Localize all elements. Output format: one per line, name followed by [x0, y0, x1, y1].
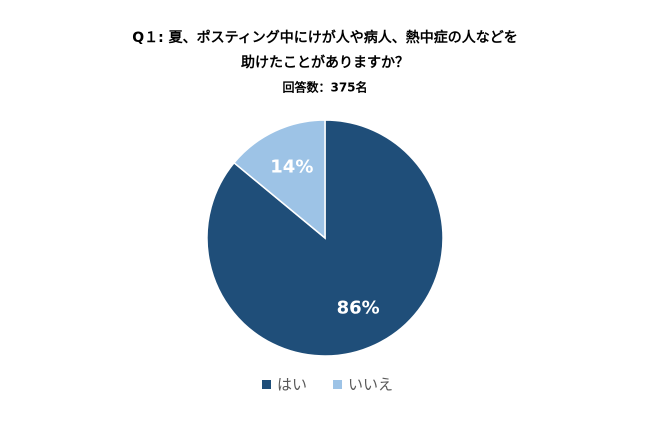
data-label: 86% [337, 297, 380, 318]
chart-title: Q１: 夏、ポスティング中にけが人や病人、熱中症の人などを [132, 29, 518, 46]
legend-label: いいえ [348, 376, 393, 394]
legend-swatch [333, 380, 343, 389]
legend-swatch [262, 380, 271, 389]
legend-label: はい [277, 376, 307, 394]
chart-title: 助けたことがありますか？ [241, 54, 409, 71]
pie-slice [233, 119, 326, 240]
data-label: 14% [270, 157, 313, 178]
chart-subtitle: 回答数：375名 [282, 80, 367, 95]
